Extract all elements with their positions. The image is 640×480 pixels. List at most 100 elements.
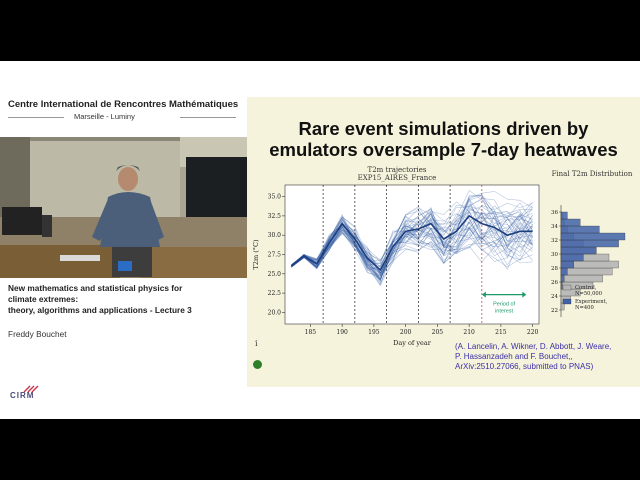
hist-y-tick-label: 34 [551,224,558,230]
hist-bar [560,211,568,220]
y-axis-label: T2m (°C) [252,239,260,269]
trajectory-line [291,230,533,281]
trajectory-line [291,195,533,285]
hist-bar [560,267,568,276]
hist-bar [560,260,574,269]
trajectory-line [291,198,533,281]
trajectory-line [291,221,533,286]
trajectory-line [291,217,533,269]
period-arrow-head-right [522,291,527,298]
x-tick-label: 205 [432,329,444,336]
trajectory-line [291,194,533,268]
trajectory-line [291,211,533,267]
legend-label-line1: Control, [575,285,597,291]
x-tick-label: 210 [463,329,475,336]
x-tick-label: 200 [400,329,412,336]
trajectory-line [291,203,533,278]
trajectory-line [291,201,533,280]
legend-label-line2: N=400 [575,305,594,311]
talk-title-line: theory, algorithms and applications - Le… [8,305,192,315]
x-tick-label: 190 [336,329,348,336]
hist-y-tick-label: 30 [551,252,558,258]
legend-label-line2: N=50,000 [575,291,602,297]
slide-title-line2: emulators oversample 7-day heatwaves [269,139,618,160]
hist-bar [560,218,581,227]
period-arrow-head-left [481,291,486,298]
hist-bar [560,246,597,255]
y-tick-label: 32.5 [268,213,282,220]
hist-bar [560,232,626,241]
hist-y-tick-label: 22 [551,308,558,314]
plot-area [284,184,540,325]
talk-title-line: New mathematics and statistical physics … [8,283,183,293]
trajectory-line [291,209,533,277]
location-label: Marseille - Luminy [74,112,135,121]
period-label-line2: interest [495,309,514,315]
hist-y-tick-label: 26 [551,280,558,286]
trajectory-line [291,206,533,279]
video-frame: Centre International de Rencontres Mathé… [0,61,640,419]
hist-y-tick-label: 32 [551,238,558,244]
trajectory-line [291,197,533,274]
speaker-name: Freddy Bouchet [8,329,67,339]
y-tick-label: 22.5 [268,290,282,297]
trajectory-plot-title: T2m trajectories EXP15_AIRES_France [327,166,467,182]
lecture-room-image [0,137,247,278]
trajectory-line [291,214,533,280]
trajectory-line [291,215,533,267]
x-tick-label: 185 [305,329,317,336]
trajectory-line [291,211,533,274]
trajectory-line [291,220,533,267]
speaker-video [0,137,247,278]
distribution-plot-title: Final T2m Distribution [551,170,633,178]
trajectory-line [291,211,533,268]
trajectory-line [291,217,533,274]
y-tick-label: 30.0 [268,232,282,239]
hist-bar [560,253,584,262]
cirm-logo-mark [23,385,39,393]
trajectory-line [291,214,533,276]
trajectory-line [291,215,533,275]
citation-line: P. Hassanzadeh and F. Bouchet,, [455,352,573,361]
hist-bar [560,239,619,248]
x-axis-label: Day of year [393,339,432,347]
legend-swatch [562,284,572,291]
hist-bar [560,267,613,276]
citation-line: (A. Lancelin, A. Wikner, D. Abbott, J. W… [455,342,612,351]
x-tick-label: 215 [495,329,507,336]
trajectory-plot-title-line1: T2m trajectories [367,166,427,174]
trajectory-line [291,211,533,270]
presentation-slide: Rare event simulations driven by emulato… [247,97,640,387]
pointer-icon [253,360,262,369]
hist-bar [560,274,603,283]
citation-line: ArXiv:2510.27066, submitted to PNAS) [455,362,594,371]
legend-label-line1: Experiment, [575,299,608,305]
trajectory-line [291,212,533,282]
hist-y-tick-label: 24 [551,294,558,300]
hist-y-tick-label: 28 [551,266,558,272]
hist-bar [560,281,563,290]
talk-title: New mathematics and statistical physics … [8,283,240,316]
trajectory-line [291,214,533,287]
trajectory-line [291,205,533,271]
trajectory-mean-line [290,214,533,272]
y-tick-label: 25.0 [268,271,282,278]
distribution-chart: 22 24 26 28 30 32 34 36 Control,N=50,000 Experime… [551,205,626,317]
y-tick-label: 20.0 [268,309,282,316]
y-tick-label: 27.5 [268,252,282,259]
divider-right [180,117,236,118]
location-row: Marseille - Luminy [8,111,236,123]
trajectory-line [291,200,533,275]
y-tick-label: 35.0 [268,194,282,201]
organization-title: Centre International de Rencontres Mathé… [8,99,239,110]
trajectory-line [291,195,533,268]
info-marker: i [255,339,258,348]
legend-swatch [562,298,572,305]
conference-panel: Centre International de Rencontres Mathé… [0,61,247,419]
trajectory-line [291,201,533,281]
x-tick-label: 220 [527,329,539,336]
hist-y-tick-label: 36 [551,210,558,216]
slide-title-line1: Rare event simulations driven by [298,118,589,139]
trajectory-line [291,199,533,283]
